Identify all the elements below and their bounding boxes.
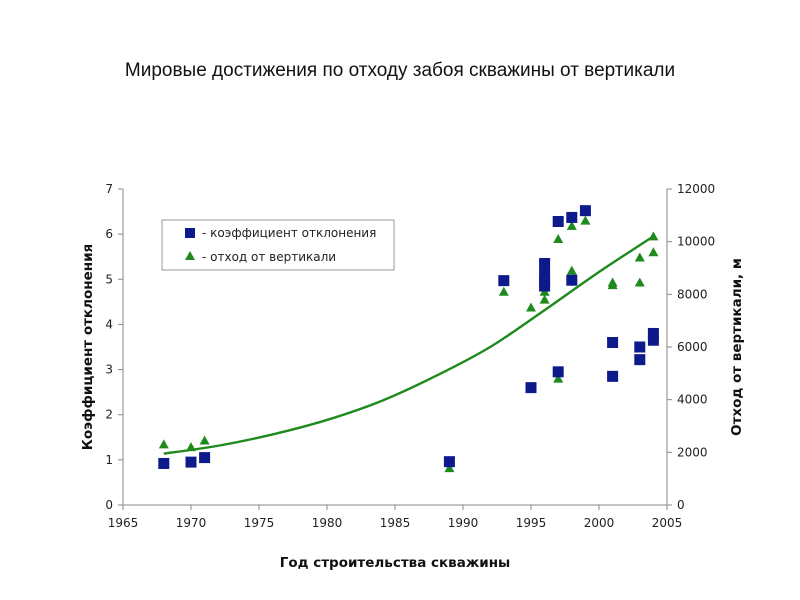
legend-square-marker [185,228,195,238]
triangle-point [539,294,550,304]
legend-triangle-marker [185,251,195,260]
triangle-point [186,442,196,452]
x-tick-label: 2000 [584,516,615,530]
page-title: Мировые достижения по отходу забоя скваж… [124,60,676,81]
x-tick-label: 1985 [380,516,411,530]
square-point [566,211,578,223]
square-point [539,280,551,292]
trend-line [163,235,655,455]
chart-labels: 1965 1970 1975 1980 1985 1990 1995 2000 2005 0 1 2 3… [80,182,745,571]
square-point [525,382,537,394]
triangle-point [158,439,169,449]
y-left-tick-label: 0 [105,498,113,512]
x-tick-label: 2005 [652,516,683,530]
y-right-tick-label: 4000 [677,393,708,407]
triangle-point [634,252,645,262]
x-tick-label: 1990 [448,516,479,530]
triangle-point [498,286,509,296]
triangle-point [607,280,618,290]
triangle-point [634,277,645,287]
square-point [158,457,170,469]
square-point [647,334,659,346]
triangle-point [648,247,659,257]
y-right-tick-label: 2000 [677,445,708,459]
triangle-point [444,463,455,473]
square-point [552,366,564,378]
square-point [647,327,659,339]
triangle-point [526,302,536,312]
legend-box [161,219,395,271]
square-series-layer [158,205,659,469]
y-left-axis-title: Коэффициент отклонения [80,244,96,450]
y-right-axis-title: Отход от вертикали, м [729,258,745,436]
y-left-tick-label: 4 [105,317,113,331]
square-point [498,275,510,287]
square-point [199,452,211,464]
y-left-tick-label: 1 [105,453,113,467]
chart-legend: - коэффициент отклонения - отход от верти… [161,219,395,271]
x-tick-label: 1980 [312,516,343,530]
square-point [539,257,551,269]
square-point [607,336,619,348]
y-right-tick-label: 6000 [677,340,708,354]
triangle-point [553,373,564,383]
square-point [539,268,551,280]
y-right-tick-label: 10000 [677,235,715,249]
y-left-tick-label: 6 [105,227,113,241]
square-point [607,370,619,382]
y-right-tick-label: 0 [677,498,685,512]
x-tick-label: 1995 [516,516,547,530]
square-point [579,205,591,217]
trend-layer [163,235,655,455]
square-point [443,456,455,468]
triangle-point [199,435,210,445]
square-point [634,341,646,353]
x-tick-label: 1975 [244,516,275,530]
chart-axes [118,188,672,510]
triangle-point [566,265,577,275]
triangle-point [580,215,591,225]
legend-label-offset: - отход от вертикали [202,250,336,264]
square-point [552,216,564,228]
y-left-tick-label: 5 [105,272,113,286]
triangle-point [566,220,577,230]
y-right-tick-label: 12000 [677,182,715,196]
y-left-tick-label: 2 [105,408,113,422]
x-axis-title: Год строительства скважины [280,555,511,571]
triangle-point [648,231,659,241]
x-tick-label: 1970 [176,516,207,530]
y-right-tick-label: 8000 [677,287,708,301]
legend-label-coefficient: - коэффициент отклонения [202,226,376,240]
square-point [566,274,578,286]
x-tick-label: 1965 [108,516,139,530]
y-left-tick-label: 3 [105,363,113,377]
y-left-tick-label: 7 [105,182,113,196]
square-point [634,354,646,366]
square-point [185,456,197,468]
triangle-point [553,234,564,244]
